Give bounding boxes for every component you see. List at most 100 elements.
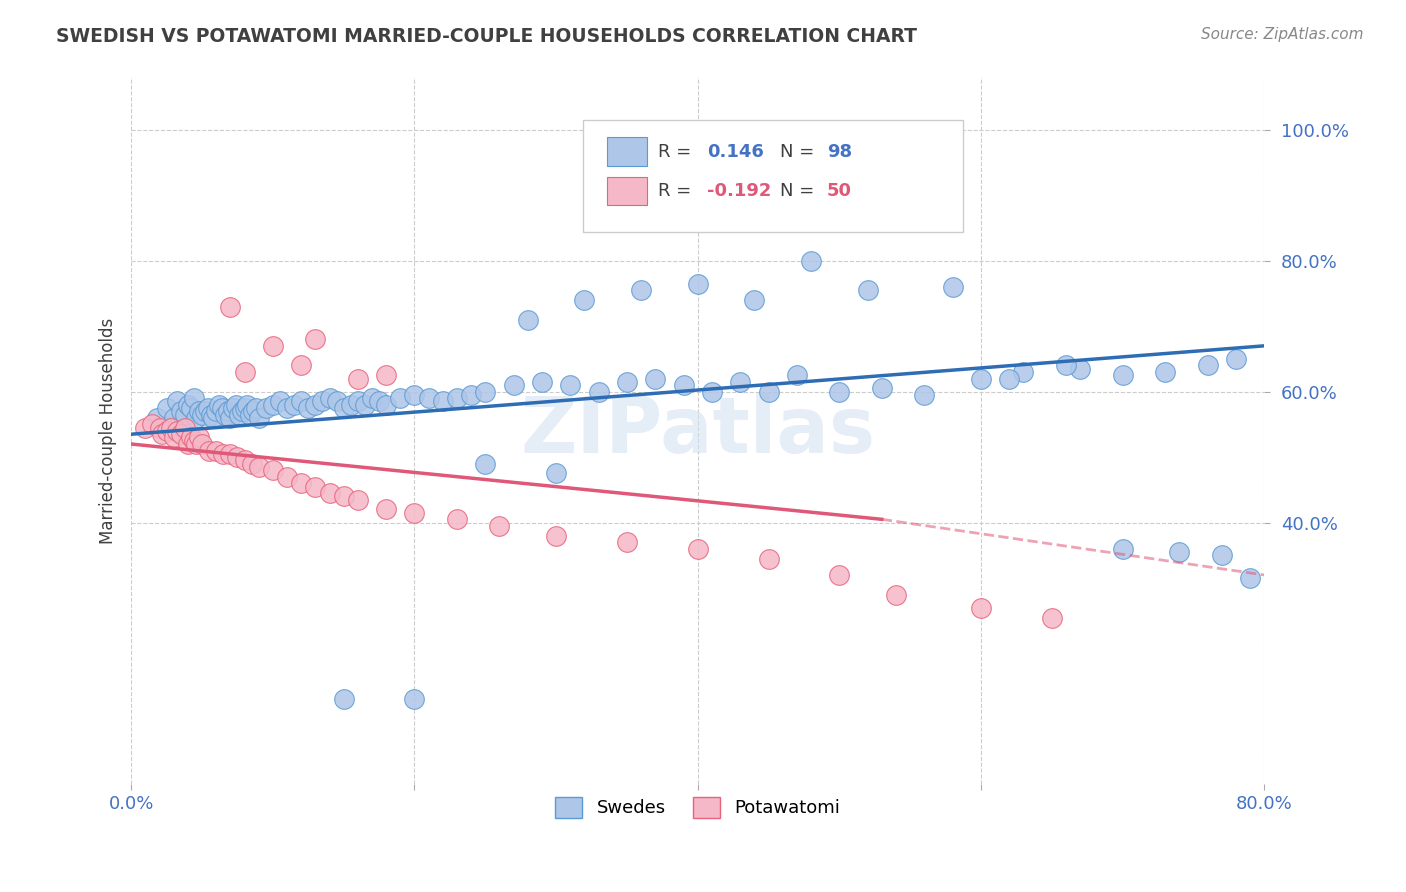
Point: [188, 430, 211, 444]
Point: [297, 401, 319, 415]
Point: [446, 512, 468, 526]
Point: [1111, 368, 1133, 383]
Point: [460, 388, 482, 402]
Point: [318, 486, 340, 500]
Text: 50: 50: [827, 182, 852, 200]
Point: [225, 398, 247, 412]
Point: [191, 408, 214, 422]
Point: [368, 394, 391, 409]
Point: [616, 375, 638, 389]
Point: [686, 541, 709, 556]
Point: [432, 394, 454, 409]
Point: [1111, 541, 1133, 556]
Point: [183, 434, 205, 448]
Point: [219, 300, 242, 314]
Point: [170, 427, 193, 442]
Point: [616, 535, 638, 549]
Point: [800, 253, 823, 268]
Point: [700, 384, 723, 399]
Point: [212, 447, 235, 461]
Point: [254, 401, 277, 415]
Point: [332, 401, 354, 415]
Text: R =: R =: [658, 143, 697, 161]
Point: [1012, 365, 1035, 379]
Point: [375, 398, 398, 412]
Point: [186, 437, 208, 451]
Point: [912, 388, 935, 402]
Point: [163, 410, 186, 425]
Point: [1154, 365, 1177, 379]
Point: [786, 368, 808, 383]
Point: [188, 404, 211, 418]
Point: [198, 443, 221, 458]
Point: [208, 398, 231, 412]
Point: [744, 293, 766, 307]
Point: [1197, 359, 1219, 373]
Point: [233, 453, 256, 467]
Point: [163, 430, 186, 444]
Point: [222, 401, 245, 415]
Point: [516, 312, 538, 326]
Point: [758, 384, 780, 399]
Point: [145, 410, 167, 425]
Point: [177, 398, 200, 412]
Point: [970, 600, 993, 615]
Point: [180, 430, 202, 444]
Point: [942, 280, 965, 294]
Point: [1239, 571, 1261, 585]
Text: ZIPatlas: ZIPatlas: [520, 393, 875, 469]
Point: [166, 424, 188, 438]
Point: [214, 408, 236, 422]
Point: [389, 391, 412, 405]
Point: [219, 447, 242, 461]
Text: N =: N =: [780, 143, 820, 161]
Point: [546, 467, 568, 481]
Point: [247, 410, 270, 425]
Point: [205, 443, 228, 458]
Point: [1054, 359, 1077, 373]
Point: [247, 459, 270, 474]
Point: [290, 476, 312, 491]
Point: [239, 408, 262, 422]
Point: [1211, 549, 1233, 563]
Point: [180, 401, 202, 415]
Point: [304, 479, 326, 493]
Point: [262, 463, 284, 477]
Point: [205, 404, 228, 418]
Legend: Swedes, Potawatomi: Swedes, Potawatomi: [548, 789, 848, 825]
Point: [1069, 361, 1091, 376]
Point: [404, 506, 426, 520]
Point: [530, 375, 553, 389]
Point: [970, 371, 993, 385]
Point: [156, 424, 179, 438]
Point: [644, 371, 666, 385]
Point: [347, 394, 370, 409]
Text: SWEDISH VS POTAWATOMI MARRIED-COUPLE HOUSEHOLDS CORRELATION CHART: SWEDISH VS POTAWATOMI MARRIED-COUPLE HOU…: [56, 27, 917, 45]
Point: [141, 417, 163, 432]
Point: [245, 401, 267, 415]
Point: [262, 398, 284, 412]
Point: [177, 437, 200, 451]
Point: [283, 398, 305, 412]
Point: [134, 420, 156, 434]
Text: -0.192: -0.192: [707, 182, 772, 200]
Point: [332, 692, 354, 706]
Point: [318, 391, 340, 405]
Point: [884, 588, 907, 602]
Point: [202, 410, 225, 425]
Text: 98: 98: [827, 143, 852, 161]
Point: [828, 568, 851, 582]
Point: [418, 391, 440, 405]
Point: [488, 519, 510, 533]
Point: [347, 492, 370, 507]
Point: [686, 277, 709, 291]
Point: [870, 381, 893, 395]
Text: Source: ZipAtlas.com: Source: ZipAtlas.com: [1201, 27, 1364, 42]
Point: [290, 394, 312, 409]
Point: [375, 368, 398, 383]
Point: [311, 394, 333, 409]
Point: [1168, 545, 1191, 559]
Point: [828, 384, 851, 399]
Point: [219, 410, 242, 425]
Point: [758, 551, 780, 566]
